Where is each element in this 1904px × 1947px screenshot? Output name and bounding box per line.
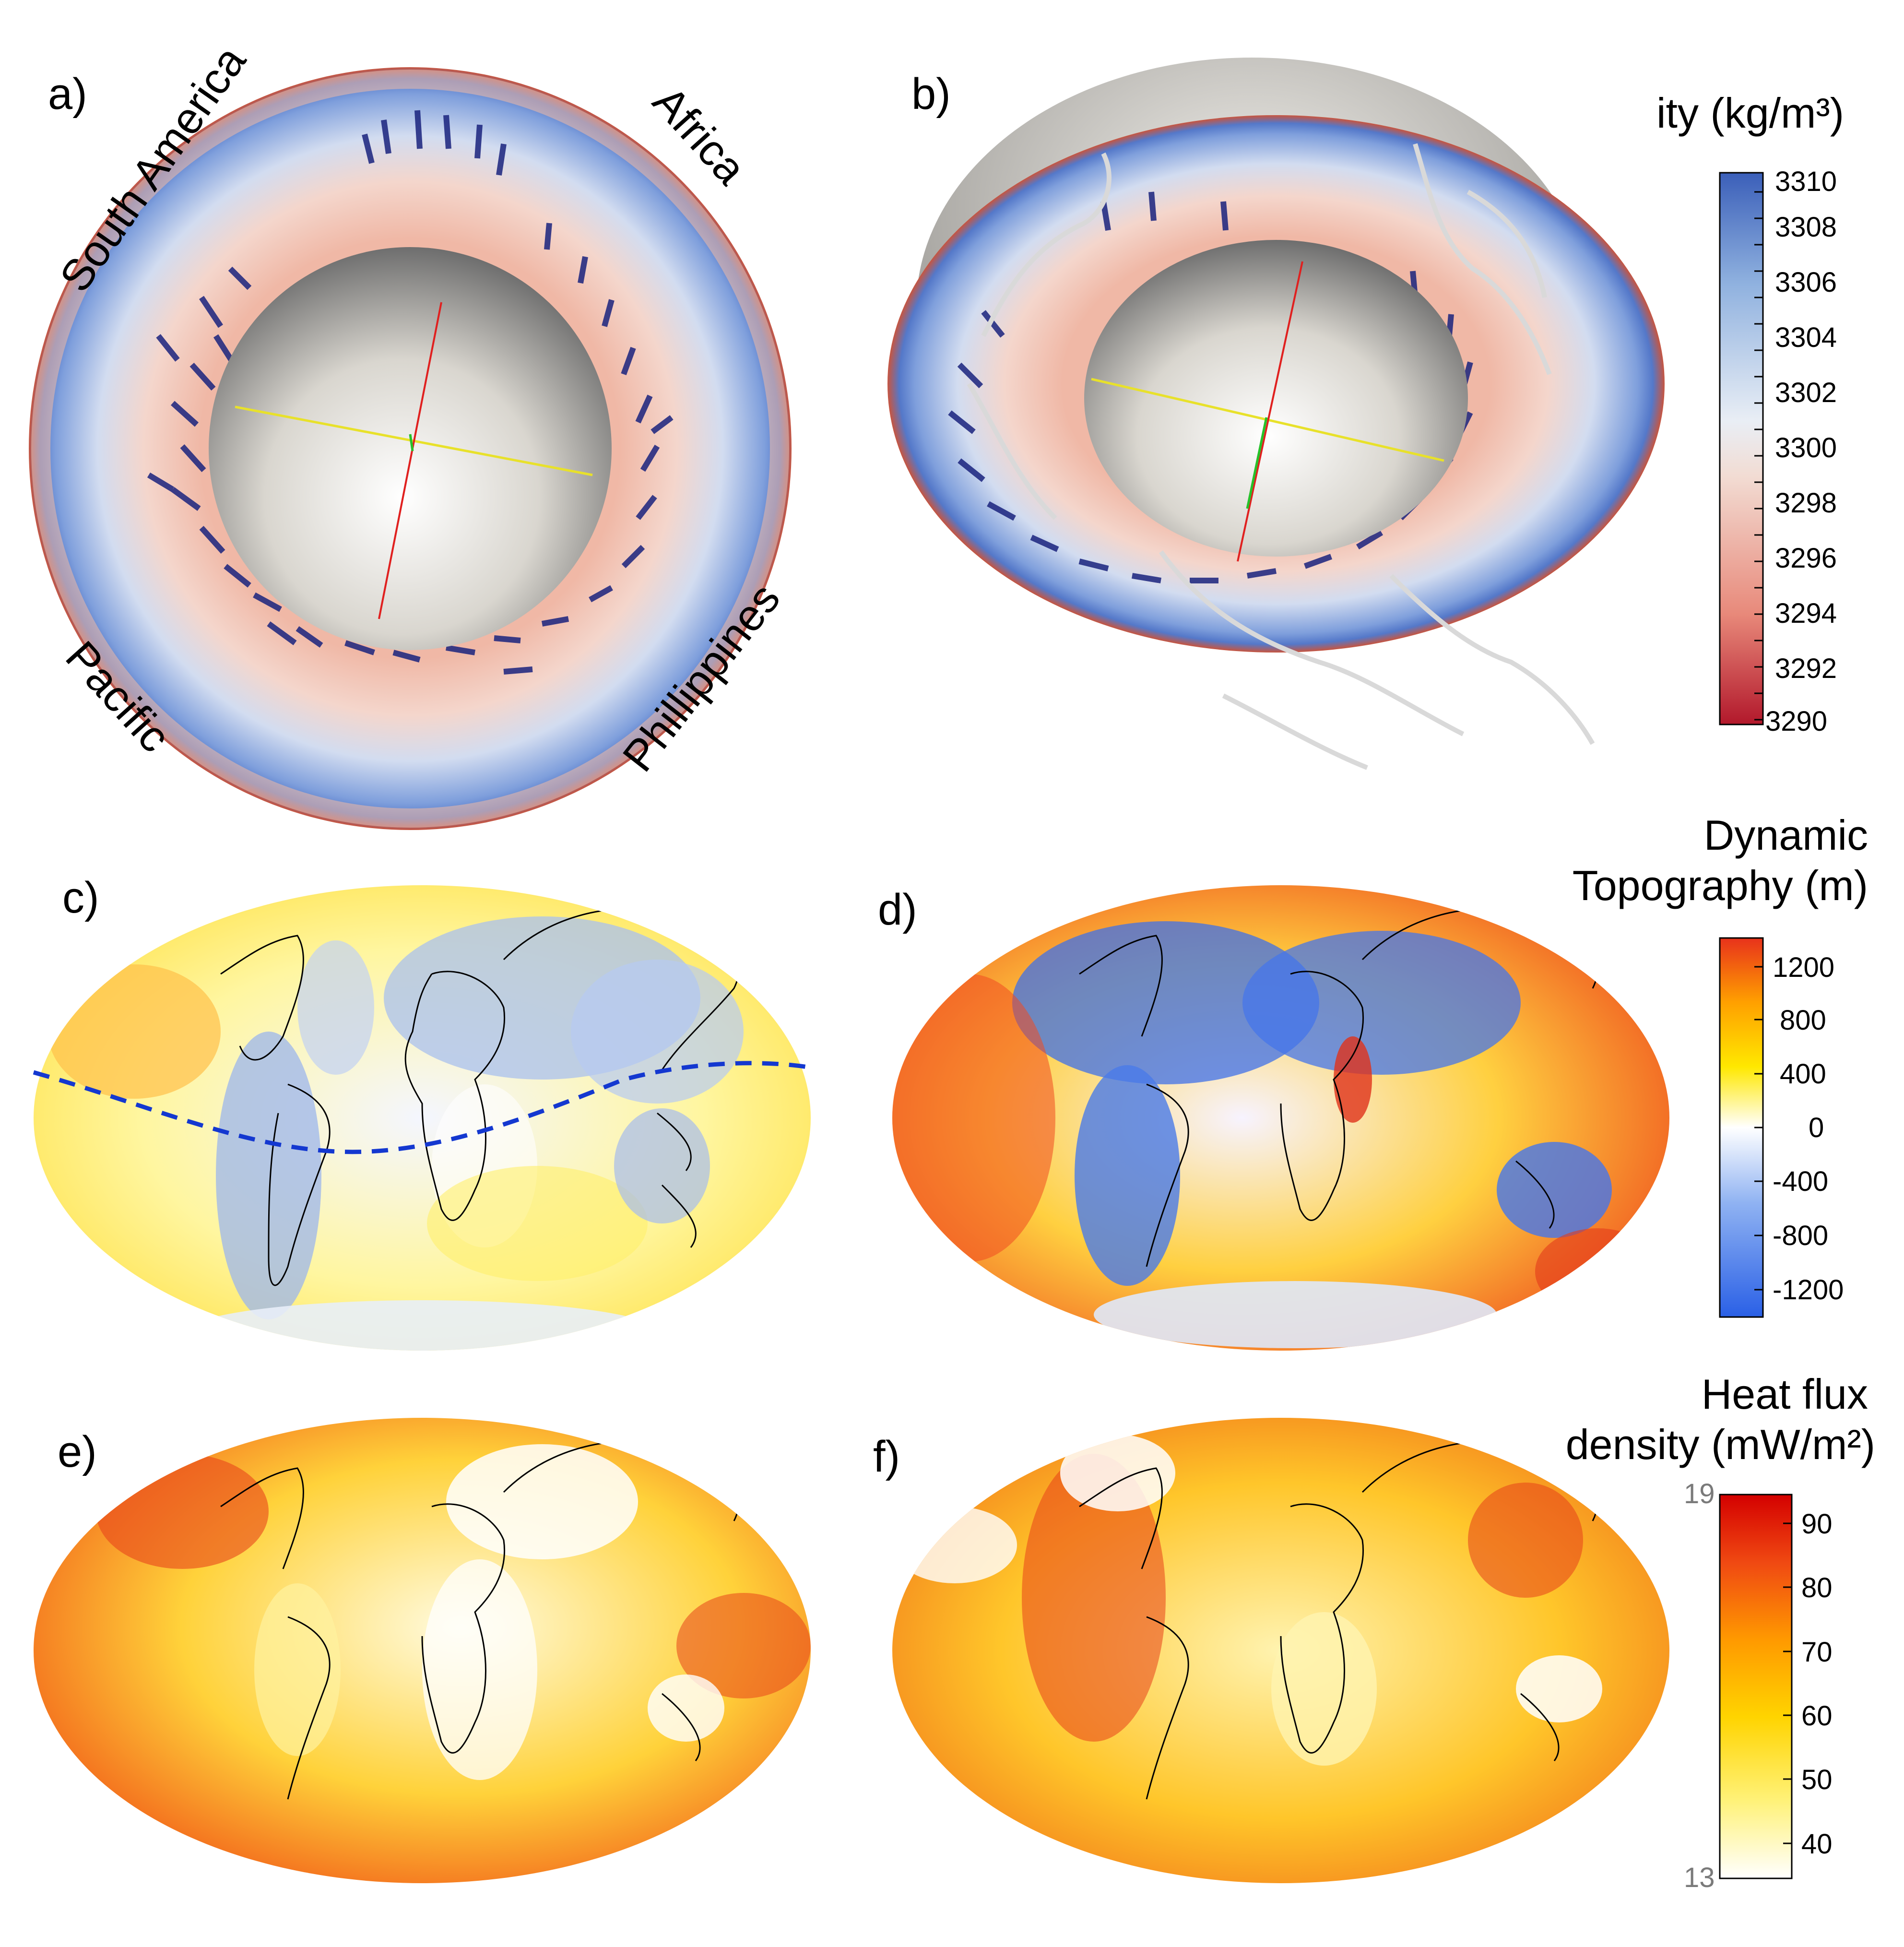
- colorbar-heatflux-title-line1: Heat flux: [1701, 1370, 1868, 1418]
- panel-label-f: f): [873, 1432, 900, 1481]
- heatflux-side-top: 19: [1684, 1478, 1715, 1509]
- axis-green-a: [409, 434, 414, 451]
- panel-label-e: e): [58, 1427, 97, 1476]
- panel-c-map: [33, 885, 811, 1351]
- panel-label-c: c): [62, 873, 99, 922]
- density-tick: 3290: [1765, 706, 1828, 737]
- axis-green-b: [1246, 417, 1268, 509]
- continent-outlines-b: [967, 143, 1595, 770]
- axis-red-a: [378, 302, 442, 619]
- density-tick: 3292: [1775, 653, 1837, 684]
- topography-tick: 0: [1809, 1112, 1824, 1143]
- density-tick: 3306: [1775, 267, 1837, 298]
- panel-a-globe: [29, 67, 792, 830]
- density-tick: 3310: [1775, 166, 1837, 197]
- colorbar-topography-title-line1: Dynamic: [1703, 811, 1868, 859]
- density-tick: 3296: [1775, 543, 1837, 574]
- density-tick: 3308: [1775, 212, 1837, 243]
- heatflux-tick: 90: [1801, 1508, 1833, 1540]
- heatflux-side-bottom: 13: [1684, 1862, 1715, 1893]
- topography-tick: -400: [1773, 1166, 1829, 1197]
- density-tick: 3304: [1775, 322, 1837, 353]
- density-tick: 3298: [1775, 487, 1837, 519]
- colorbar-heatflux-title-line2: density (mW/m²): [1565, 1421, 1875, 1468]
- colorbar-density: [1719, 172, 1764, 725]
- colorbar-density-title: ity (kg/m³): [1656, 89, 1844, 137]
- density-tick: 3294: [1775, 598, 1837, 629]
- colorbar-heatflux: [1719, 1494, 1793, 1879]
- panel-label-a: a): [48, 70, 87, 119]
- density-tick: 3300: [1775, 432, 1837, 463]
- panel-label-b: b): [911, 70, 951, 119]
- topography-tick: 800: [1780, 1005, 1826, 1036]
- panel-d-map: [892, 885, 1669, 1351]
- slab-streaks-a: [147, 110, 674, 675]
- density-tick: 3302: [1775, 377, 1837, 408]
- topography-tick: 1200: [1773, 952, 1835, 983]
- topography-tick: -1200: [1773, 1274, 1844, 1306]
- topography-tick: -800: [1773, 1220, 1829, 1251]
- colorbar-topography-title-line2: Topography (m): [1572, 862, 1868, 909]
- inner-core-sphere-a: [209, 247, 612, 650]
- heatflux-tick: 70: [1801, 1637, 1833, 1668]
- heatflux-tick: 40: [1801, 1828, 1833, 1860]
- topography-tick: 400: [1780, 1058, 1826, 1090]
- inner-core-sphere-b: [1084, 240, 1468, 557]
- panel-f-map: [892, 1418, 1669, 1883]
- panel-label-d: d): [878, 885, 917, 934]
- axis-red-b: [1237, 261, 1303, 562]
- panel-b-globe: [887, 58, 1665, 770]
- heatflux-tick: 80: [1801, 1572, 1833, 1603]
- panel-e-map: [34, 1418, 811, 1883]
- colorbar-topography: [1719, 937, 1764, 1318]
- heatflux-tick: 60: [1801, 1700, 1833, 1732]
- heatflux-tick: 50: [1801, 1764, 1833, 1795]
